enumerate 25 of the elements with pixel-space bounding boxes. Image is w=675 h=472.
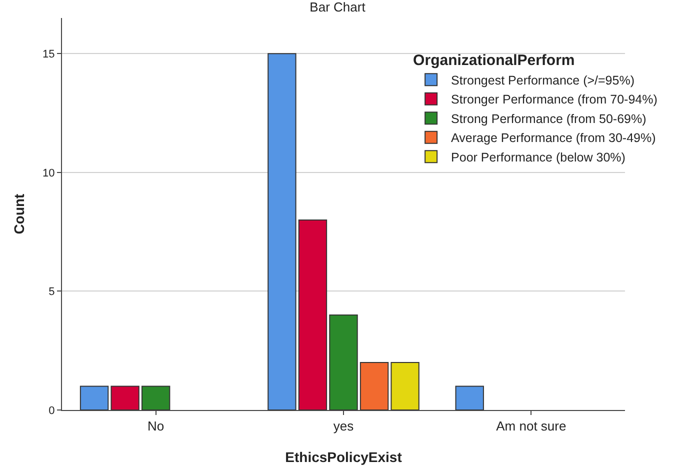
y-tick-label: 0 xyxy=(48,404,55,417)
legend-label: Poor Performance (below 30%) xyxy=(451,150,626,164)
legend-title: OrganizationalPerform xyxy=(413,52,575,69)
bar xyxy=(268,53,296,410)
bar xyxy=(80,386,109,410)
x-axis-title: EthicsPolicyExist xyxy=(285,449,402,465)
bar xyxy=(329,314,358,410)
chart-title: Bar Chart xyxy=(310,0,366,14)
legend-label: Stronger Performance (from 70-94%) xyxy=(451,92,658,107)
y-tick-label: 10 xyxy=(42,167,55,180)
bar xyxy=(110,386,140,410)
legend-label: Average Performance (from 30-49%) xyxy=(451,131,656,146)
y-axis-title: Count xyxy=(11,193,27,234)
bar xyxy=(141,386,170,410)
y-tick-label: 15 xyxy=(42,48,55,60)
x-tick-label: No xyxy=(148,418,164,434)
x-tick-label: Am not sure xyxy=(496,418,566,434)
legend-label: Strong Performance (from 50-69%) xyxy=(451,112,646,126)
bar xyxy=(390,362,420,410)
bar xyxy=(360,362,389,410)
x-tick-label: yes xyxy=(333,418,354,434)
y-tick-label: 5 xyxy=(48,286,55,298)
bar xyxy=(455,386,484,410)
bar xyxy=(298,219,328,410)
legend-label: Strongest Performance (>/=95%) xyxy=(451,73,634,88)
